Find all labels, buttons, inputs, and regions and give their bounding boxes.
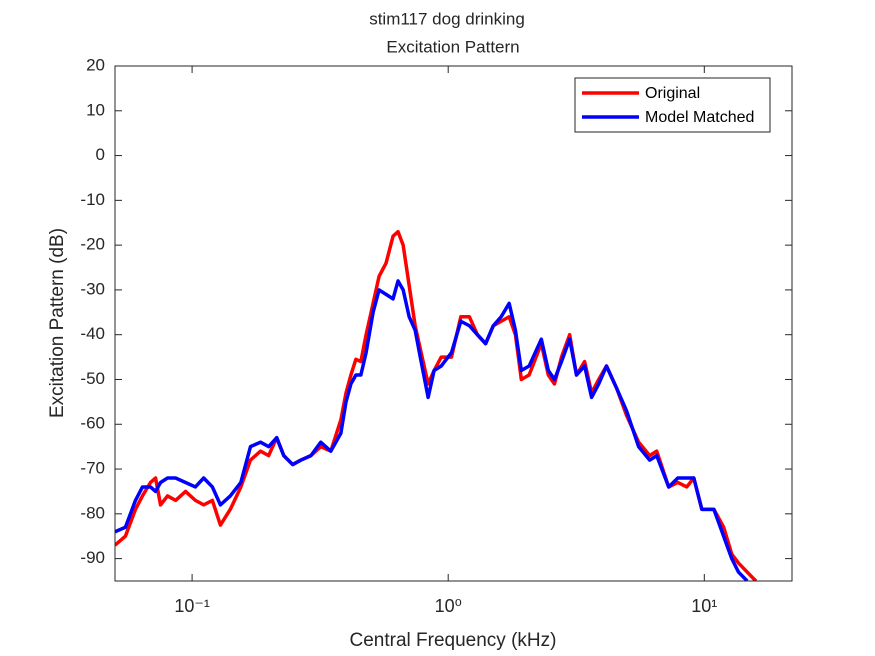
x-tick-label: 10⁰ — [435, 596, 462, 616]
y-tick-label: 20 — [86, 55, 105, 74]
x-axis-label: Central Frequency (kHz) — [350, 630, 557, 651]
x-tick-label: 10¹ — [691, 596, 717, 616]
y-tick-label: 0 — [96, 145, 105, 164]
y-tick-label: -50 — [80, 369, 105, 388]
x-tick-label: 10⁻¹ — [174, 596, 210, 616]
axes-box — [114, 65, 793, 582]
y-tick-label: -80 — [80, 503, 105, 522]
y-tick-label: -30 — [80, 279, 105, 298]
y-tick-label: -90 — [80, 548, 105, 567]
legend-label: Original — [645, 85, 700, 102]
y-tick-label: -40 — [80, 324, 105, 343]
y-tick-label: -70 — [80, 459, 105, 478]
y-tick-label: -60 — [80, 414, 105, 433]
legend-box — [574, 77, 771, 133]
data-line — [115, 279, 749, 581]
y-tick-label: 10 — [86, 100, 105, 119]
legend-label: Model Matched — [645, 109, 754, 126]
y-axis-label: Excitation Pattern (dB) — [47, 228, 68, 418]
chart-subtitle: Excitation Pattern — [386, 37, 519, 56]
y-tick-label: -20 — [80, 235, 105, 254]
y-tick-label: -10 — [80, 190, 105, 209]
chart-title: stim117 dog drinking — [369, 9, 525, 28]
